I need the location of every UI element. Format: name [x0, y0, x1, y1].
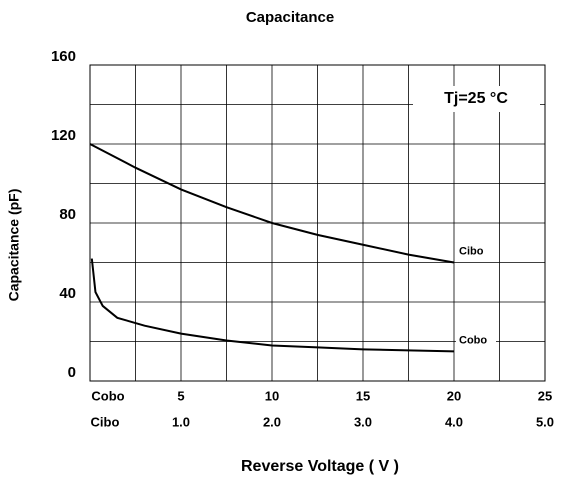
y-tick-label: 120	[51, 127, 76, 144]
x2-tick-label: 1.0	[172, 414, 190, 429]
x-tick-label: Cobo	[91, 388, 124, 403]
series-label: Cibo	[459, 245, 484, 257]
x2-tick-label: 4.0	[445, 414, 463, 429]
y-tick-label: 40	[59, 285, 76, 302]
y-tick-label: 160	[51, 48, 76, 65]
y-tick-label: 80	[59, 206, 76, 223]
chart-title: Capacitance	[246, 9, 334, 26]
x2-tick-label: 5.0	[536, 414, 554, 429]
x-tick-label: 5	[177, 388, 184, 403]
line	[90, 258, 455, 353]
line	[89, 143, 455, 264]
x-tick-label: 10	[265, 388, 279, 403]
series-label-bg	[456, 331, 496, 348]
x2-tick-label: Cibo	[91, 414, 120, 429]
annotation-box	[413, 86, 540, 112]
y-tick-label: 0	[68, 364, 76, 381]
x2-tick-label: 3.0	[354, 414, 372, 429]
y-axis-label: Capacitance (pF)	[6, 189, 22, 302]
series-label-bg	[456, 242, 496, 259]
plot-frame	[89, 64, 546, 382]
x-tick-label: 15	[356, 388, 370, 403]
x-tick-label: 20	[447, 388, 461, 403]
x-tick-label: 25	[538, 388, 552, 403]
x-axis-label: Reverse Voltage ( V )	[241, 458, 399, 475]
annotation: Tj=25 °C	[444, 90, 508, 107]
series-label: Cobo	[459, 334, 487, 346]
x2-tick-label: 2.0	[263, 414, 281, 429]
